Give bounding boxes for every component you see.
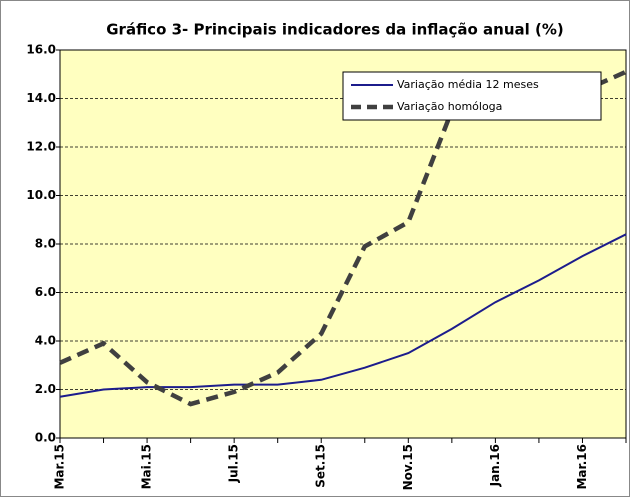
- y-tick-label: 0.0: [35, 431, 56, 445]
- y-tick-label: 4.0: [35, 334, 56, 348]
- y-tick-label: 14.0: [26, 91, 56, 105]
- y-tick-label: 10.0: [26, 188, 56, 202]
- y-tick-label: 16.0: [26, 43, 56, 57]
- y-tick-label: 8.0: [35, 237, 56, 251]
- x-tick-label: Jul.15: [227, 444, 241, 483]
- x-tick-label: Mai.15: [140, 444, 154, 489]
- y-tick-label: 12.0: [26, 140, 56, 154]
- x-tick-label: Nov.15: [401, 444, 415, 490]
- legend-label: Variação média 12 meses: [397, 78, 539, 91]
- x-tick-label: Set.15: [314, 444, 328, 488]
- y-tick-label: 2.0: [35, 382, 56, 396]
- x-tick-label: Mar.16: [575, 444, 589, 490]
- x-tick-label: Jan.16: [488, 444, 502, 487]
- legend-box: [342, 71, 602, 121]
- legend-label: Variação homóloga: [397, 100, 502, 113]
- chart-title: Gráfico 3- Principais indicadores da inf…: [106, 21, 564, 39]
- x-tick-label: Mar.15: [53, 444, 67, 490]
- y-tick-label: 6.0: [35, 285, 56, 299]
